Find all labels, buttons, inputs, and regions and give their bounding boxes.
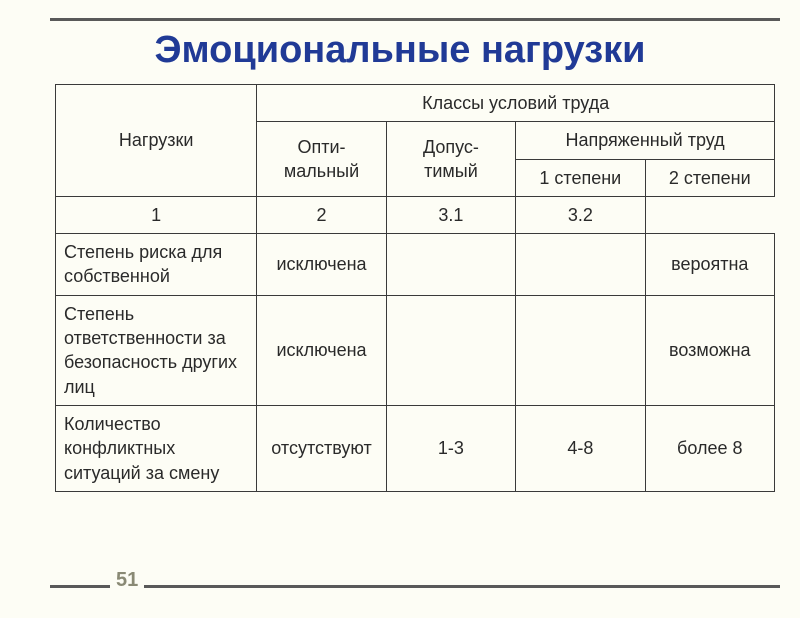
header-strained: Напряженный труд — [516, 122, 775, 159]
header-deg2: 2 степени — [645, 159, 774, 196]
row-cell: 4-8 — [516, 405, 645, 491]
header-loads: Нагрузки — [56, 85, 257, 197]
top-rule — [50, 18, 780, 21]
row-label: Степень риска для собственной — [56, 234, 257, 296]
row-cell: более 8 — [645, 405, 774, 491]
row-cell — [386, 234, 515, 296]
table-row: Количество конфликтных ситуаций за смену… — [56, 405, 775, 491]
header-permissible: Допус- тимый — [386, 122, 515, 197]
row-cell — [386, 295, 515, 405]
header-num2: 2 — [257, 196, 386, 233]
bottom-rule — [50, 585, 780, 588]
row-cell: вероятна — [645, 234, 774, 296]
header-num1: 1 — [56, 196, 257, 233]
page-number: 51 — [110, 569, 144, 592]
row-cell: исключена — [257, 295, 386, 405]
row-label: Количество конфликтных ситуаций за смену — [56, 405, 257, 491]
row-cell: исключена — [257, 234, 386, 296]
header-classes: Классы условий труда — [257, 85, 775, 122]
header-num32: 3.2 — [516, 196, 645, 233]
page-title: Эмоциональные нагрузки — [0, 29, 800, 72]
row-cell — [516, 234, 645, 296]
row-cell: возможна — [645, 295, 774, 405]
header-deg1: 1 степени — [516, 159, 645, 196]
table-row: Степень ответственности за безопасность … — [56, 295, 775, 405]
row-cell — [516, 295, 645, 405]
row-label: Степень ответственности за безопасность … — [56, 295, 257, 405]
table-container: Нагрузки Классы условий труда Опти- маль… — [55, 84, 775, 492]
row-cell: отсутствуют — [257, 405, 386, 491]
row-cell: 1-3 — [386, 405, 515, 491]
header-num31: 3.1 — [386, 196, 515, 233]
table-row: Степень риска для собственной исключена … — [56, 234, 775, 296]
header-optimal: Опти- мальный — [257, 122, 386, 197]
loads-table: Нагрузки Классы условий труда Опти- маль… — [55, 84, 775, 492]
